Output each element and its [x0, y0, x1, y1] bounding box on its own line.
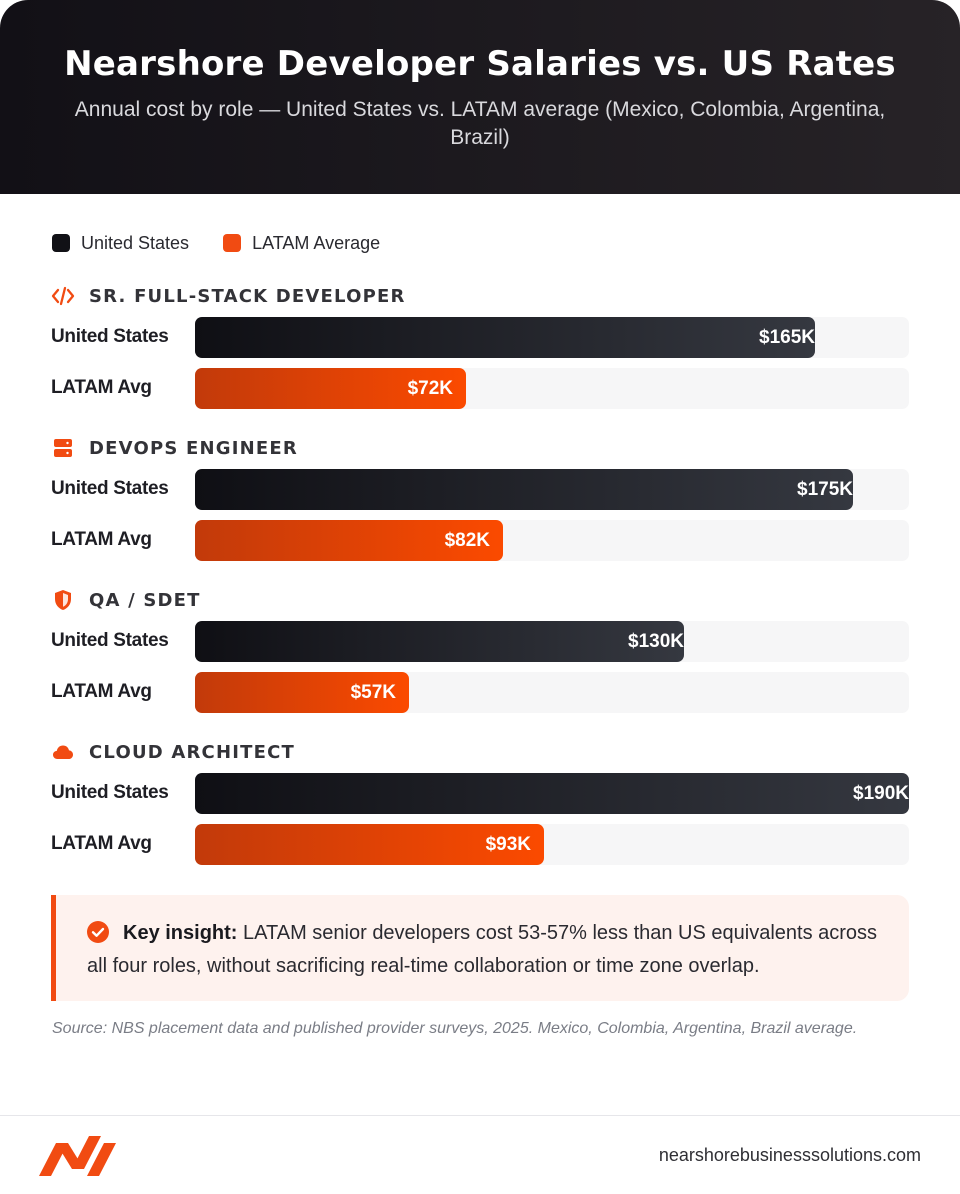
legend-item-us: United States	[52, 233, 189, 254]
bar-latam	[195, 368, 466, 409]
cloud-icon	[51, 740, 75, 764]
bar-value-label: $82K	[444, 530, 490, 551]
row-label-latam: LATAM Avg	[51, 377, 152, 398]
row-label-latam: LATAM Avg	[51, 833, 152, 854]
bar-track: $72K	[195, 368, 909, 409]
role-name: DEVOPS ENGINEER	[89, 437, 298, 459]
bar-us	[195, 773, 909, 814]
header: Nearshore Developer Salaries vs. US Rate…	[0, 0, 960, 194]
legend-label-us: United States	[81, 232, 190, 253]
source-note: Source: NBS placement data and published…	[52, 1020, 858, 1037]
nbs-logo-icon	[39, 1136, 117, 1176]
insight-text: Key insight: LATAM senior developers cos…	[87, 917, 887, 983]
bar-value-label: $175K	[797, 479, 853, 500]
role-name: SR. FULL-STACK DEVELOPER	[89, 285, 406, 307]
legend-swatch-latam	[223, 234, 242, 252]
legend: United States LATAM Average	[52, 231, 414, 255]
legend-item-latam: LATAM Average	[223, 233, 380, 254]
bar-latam	[195, 672, 409, 713]
footer-divider	[0, 1115, 960, 1116]
bar-us	[195, 621, 684, 662]
bar-value-label: $190K	[853, 783, 909, 804]
role-title: DEVOPS ENGINEER	[51, 436, 298, 460]
bar-value-label: $130K	[628, 631, 684, 652]
insight-body: LATAM senior developers cost 53-57% less…	[87, 922, 878, 977]
role-title: CLOUD ARCHITECT	[51, 740, 295, 764]
chart-subtitle: Annual cost by role — United States vs. …	[74, 98, 886, 149]
insight-lead: Key insight:	[123, 922, 238, 944]
bar-track: $130K	[195, 621, 909, 662]
bar-track: $190K	[195, 773, 909, 814]
bar-value-label: $57K	[350, 682, 396, 703]
legend-label-latam: LATAM Average	[252, 232, 381, 253]
bar-us	[195, 317, 815, 358]
row-label-latam: LATAM Avg	[51, 529, 152, 550]
role-title: QA / SDET	[51, 588, 201, 612]
row-label-us: United States	[51, 326, 169, 347]
row-label-latam: LATAM Avg	[51, 681, 152, 702]
bar-value-label: $165K	[759, 327, 815, 348]
shield-icon	[51, 588, 75, 612]
row-label-us: United States	[51, 478, 169, 499]
role-name: CLOUD ARCHITECT	[89, 741, 295, 763]
bar-track: $93K	[195, 824, 909, 865]
key-insight-callout: Key insight: LATAM senior developers cos…	[51, 895, 909, 1001]
bar-track: $82K	[195, 520, 909, 561]
bar-us	[195, 469, 853, 510]
code-icon	[51, 284, 75, 308]
chart-title: Nearshore Developer Salaries vs. US Rate…	[64, 44, 896, 84]
bar-track: $165K	[195, 317, 909, 358]
footer-domain: nearshorebusinesssolutions.com	[658, 1145, 921, 1165]
role-title: SR. FULL-STACK DEVELOPER	[51, 284, 406, 308]
check-circle-icon	[87, 921, 109, 943]
bar-value-label: $72K	[407, 378, 453, 399]
bar-track: $57K	[195, 672, 909, 713]
bar-track: $175K	[195, 469, 909, 510]
role-name: QA / SDET	[89, 589, 201, 611]
server-icon	[51, 436, 75, 460]
bar-value-label: $93K	[485, 834, 531, 855]
legend-swatch-us	[52, 234, 70, 252]
bar-latam	[195, 824, 544, 865]
row-label-us: United States	[51, 782, 169, 803]
bar-latam	[195, 520, 503, 561]
row-label-us: United States	[51, 630, 169, 651]
